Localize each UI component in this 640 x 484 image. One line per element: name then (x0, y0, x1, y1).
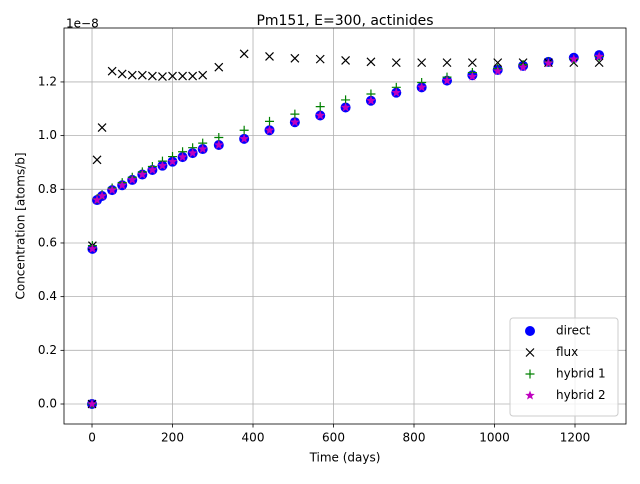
point (157, 160, 168, 170)
point (265, 116, 275, 126)
point (97, 191, 107, 201)
point (340, 102, 351, 112)
legend-label: flux (556, 345, 578, 359)
point (177, 152, 188, 162)
point (178, 71, 187, 81)
point (290, 117, 300, 127)
point (442, 75, 452, 85)
y-offset-label: 1e−8 (66, 17, 99, 31)
point (147, 71, 157, 81)
x-axis-label: Time (days) (309, 451, 381, 465)
point (117, 180, 127, 190)
point (239, 49, 249, 59)
x-tick-label: 400 (242, 431, 265, 445)
point (391, 58, 401, 68)
y-axis-label: Concentration [atoms/b] (14, 152, 28, 299)
point (167, 156, 178, 166)
legend-label: hybrid 2 (556, 388, 606, 402)
point (117, 69, 127, 79)
y-tick-label: 1.0 (38, 128, 57, 142)
legend-marker (525, 348, 535, 357)
point (239, 125, 249, 135)
point (92, 155, 102, 165)
point (417, 58, 427, 68)
point (137, 169, 148, 179)
x-tick-label: 800 (403, 431, 426, 445)
point (92, 195, 102, 205)
legend-marker (525, 369, 535, 379)
point (265, 52, 274, 61)
legend-label: direct (556, 324, 591, 338)
x-tick-label: 600 (322, 431, 345, 445)
point (518, 62, 528, 72)
x-tick-label: 0 (88, 431, 96, 445)
point (87, 399, 97, 409)
point (188, 71, 198, 81)
point (214, 62, 224, 72)
legend-box (509, 317, 619, 417)
plot-frame (63, 27, 627, 425)
legend-marker (525, 326, 535, 336)
legend-marker (525, 390, 535, 400)
point (391, 87, 402, 97)
point (569, 54, 579, 64)
point (197, 144, 208, 154)
point (290, 53, 300, 63)
point (97, 123, 107, 132)
point (264, 125, 275, 135)
point (137, 70, 147, 80)
point (467, 58, 477, 68)
point (315, 54, 325, 64)
legend-label: hybrid 1 (556, 367, 606, 381)
point (366, 57, 376, 67)
point (127, 174, 138, 184)
point (315, 102, 325, 112)
point (467, 71, 478, 81)
point (127, 70, 137, 80)
point (198, 70, 208, 80)
point (107, 185, 117, 195)
point (87, 243, 98, 253)
point (594, 51, 604, 61)
point (493, 58, 503, 68)
y-tick-label: 0.8 (38, 182, 57, 196)
point (543, 58, 554, 68)
point (214, 140, 224, 150)
x-tick-label: 1200 (560, 431, 591, 445)
point (290, 109, 300, 119)
point (147, 164, 158, 175)
point (187, 148, 198, 158)
point (341, 56, 351, 65)
point (158, 72, 167, 82)
chart-title: Pm151, E=300, actinides (256, 13, 433, 29)
point (442, 58, 452, 68)
x-tick-label: 1000 (479, 431, 510, 445)
point (416, 82, 427, 92)
x-tick-label: 200 (161, 431, 184, 445)
point (315, 110, 325, 120)
y-tick-label: 1.2 (38, 74, 57, 88)
point (492, 66, 503, 76)
point (366, 95, 376, 105)
y-tick-label: 0.4 (38, 289, 57, 303)
point (168, 71, 177, 81)
y-tick-label: 0.2 (38, 343, 57, 357)
y-tick-label: 0.0 (38, 397, 57, 411)
point (107, 66, 117, 76)
y-tick-label: 0.6 (38, 235, 57, 249)
point (239, 133, 249, 143)
